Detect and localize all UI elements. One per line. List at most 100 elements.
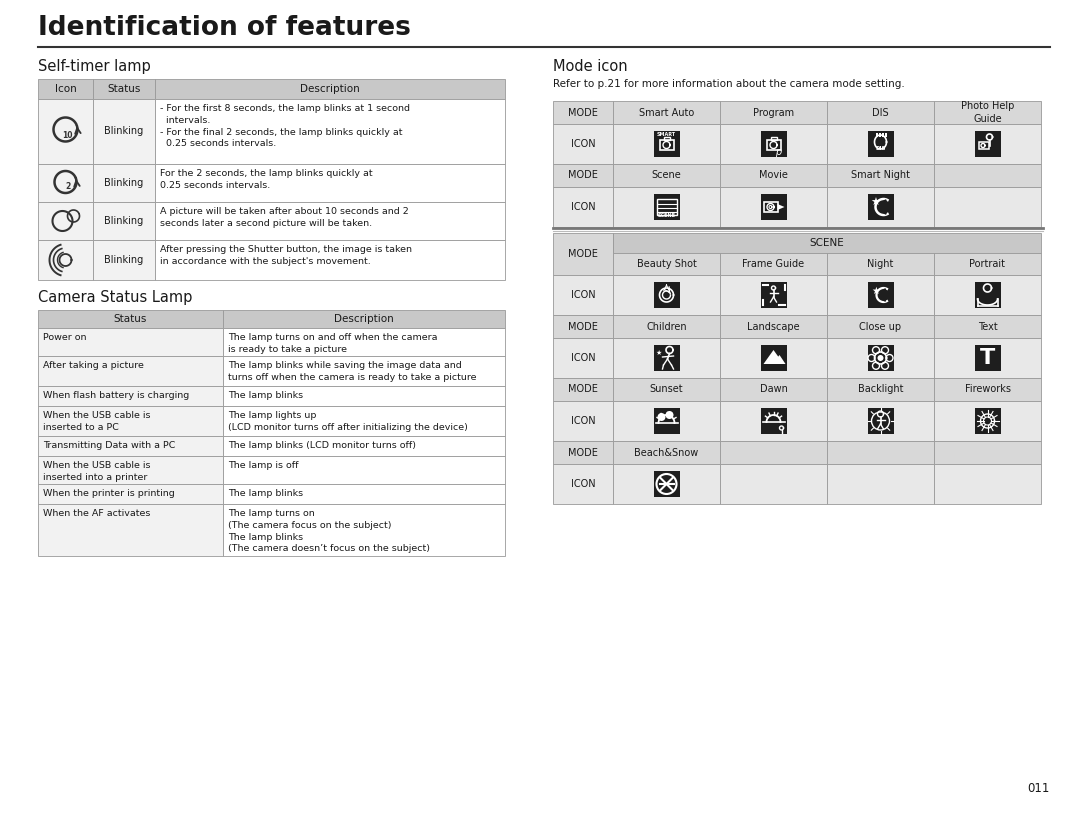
Text: ICON: ICON [570, 139, 595, 149]
Bar [613, 378, 720, 401]
Bar [934, 253, 1041, 275]
Text: ★: ★ [656, 350, 662, 356]
Text: ICON: ICON [570, 353, 595, 363]
Bar [38, 484, 222, 504]
Text: The lamp turns on and off when the camera
is ready to take a picture: The lamp turns on and off when the camer… [228, 333, 437, 354]
Text: Dawn: Dawn [759, 385, 787, 394]
Text: SCENE: SCENE [810, 238, 845, 248]
Bar [867, 408, 893, 434]
Text: A picture will be taken after about 10 seconds and 2
seconds later a second pict: A picture will be taken after about 10 s… [160, 207, 408, 228]
Bar [934, 164, 1041, 187]
Bar [720, 315, 827, 338]
Text: The lamp blinks: The lamp blinks [228, 489, 303, 498]
Bar [156, 99, 505, 164]
Bar [613, 164, 720, 187]
Bar [38, 356, 222, 386]
Text: DIS: DIS [875, 147, 886, 152]
Bar [653, 471, 679, 497]
Bar [760, 408, 786, 434]
Text: MODE: MODE [568, 108, 598, 117]
Bar [653, 131, 679, 157]
Bar [827, 164, 934, 187]
Bar [760, 282, 786, 308]
Bar [720, 378, 827, 401]
Bar [613, 338, 720, 378]
Polygon shape [764, 350, 783, 364]
Text: MODE: MODE [568, 321, 598, 332]
Bar [827, 187, 934, 227]
Bar [553, 233, 613, 275]
Bar [613, 464, 720, 504]
Bar [222, 456, 505, 484]
Polygon shape [778, 204, 784, 210]
Text: ICON: ICON [570, 202, 595, 212]
Text: - For the first 8 seconds, the lamp blinks at 1 second
  intervals.
- For the fi: - For the first 8 seconds, the lamp blin… [160, 104, 410, 148]
Bar [760, 194, 786, 220]
Text: Status: Status [107, 84, 140, 94]
Bar [653, 194, 679, 220]
Text: ICON: ICON [570, 479, 595, 489]
Bar [720, 164, 827, 187]
Text: Description: Description [300, 84, 360, 94]
Text: SCENE: SCENE [658, 213, 675, 218]
Bar [38, 456, 222, 484]
Bar [974, 131, 1000, 157]
Bar [827, 441, 934, 464]
Text: ★: ★ [872, 286, 880, 296]
Text: DIS: DIS [873, 108, 889, 117]
Bar [934, 464, 1041, 504]
Bar [767, 140, 781, 150]
Bar [760, 345, 786, 371]
Text: Children: Children [646, 321, 687, 332]
Bar [827, 378, 934, 401]
Bar [934, 338, 1041, 378]
Text: ICON: ICON [570, 290, 595, 300]
Text: Transmitting Data with a PC: Transmitting Data with a PC [43, 441, 175, 450]
Bar [613, 187, 720, 227]
Bar [663, 137, 670, 140]
Text: The lamp is off: The lamp is off [228, 461, 298, 470]
Bar [38, 99, 93, 164]
Text: Beach&Snow: Beach&Snow [634, 447, 699, 457]
Text: Fireworks: Fireworks [964, 385, 1011, 394]
Text: The lamp blinks: The lamp blinks [228, 391, 303, 400]
Circle shape [665, 411, 674, 419]
Circle shape [658, 413, 665, 421]
Bar [222, 386, 505, 406]
Bar [613, 124, 720, 164]
Bar [934, 124, 1041, 164]
Bar [38, 328, 222, 356]
Bar [974, 408, 1000, 434]
Text: 10: 10 [63, 130, 72, 139]
Bar [974, 282, 1000, 308]
Bar [553, 187, 613, 227]
Bar [934, 378, 1041, 401]
Text: Portrait: Portrait [970, 259, 1005, 269]
Bar [720, 187, 827, 227]
Bar [934, 401, 1041, 441]
Text: Movie: Movie [759, 170, 788, 180]
Text: Blinking: Blinking [105, 255, 144, 265]
Bar [222, 328, 505, 356]
Bar [653, 282, 679, 308]
Bar [720, 124, 827, 164]
Bar [827, 101, 934, 124]
Text: Frame Guide: Frame Guide [742, 259, 805, 269]
Text: Scene: Scene [651, 170, 681, 180]
Bar [93, 164, 156, 202]
Bar [553, 401, 613, 441]
Text: Smart Night: Smart Night [851, 170, 910, 180]
Bar [93, 202, 156, 240]
Text: Text: Text [977, 321, 997, 332]
Bar [657, 199, 676, 215]
Bar [881, 133, 885, 137]
Text: Blinking: Blinking [105, 178, 144, 188]
Text: Description: Description [334, 314, 394, 324]
Text: The lamp blinks while saving the image data and
turns off when the camera is rea: The lamp blinks while saving the image d… [228, 361, 476, 381]
Text: For the 2 seconds, the lamp blinks quickly at
0.25 seconds intervals.: For the 2 seconds, the lamp blinks quick… [160, 169, 373, 190]
Bar [613, 315, 720, 338]
Text: After taking a picture: After taking a picture [43, 361, 144, 370]
Bar [38, 406, 222, 436]
Text: Photo Help
Guide: Photo Help Guide [961, 101, 1014, 124]
Bar [885, 133, 887, 137]
